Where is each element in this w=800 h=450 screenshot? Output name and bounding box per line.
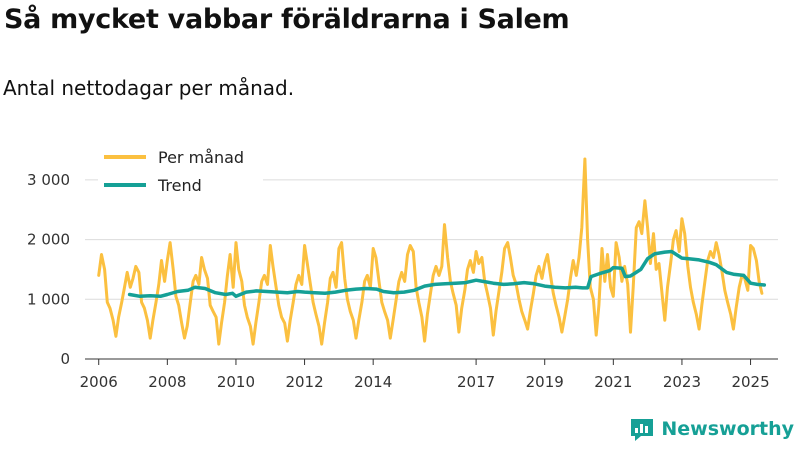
x-tick-label: 2006 <box>80 373 118 391</box>
x-tick-label: 2019 <box>526 373 564 391</box>
y-tick-label: 3 000 <box>27 171 70 189</box>
x-tick-label: 2025 <box>731 373 769 391</box>
legend-label: Trend <box>157 176 202 195</box>
x-axis: 2006 2008 2010 2012 2014 2017 2019 2021 2023 2025 <box>80 358 778 391</box>
series-line <box>127 249 767 299</box>
legend: Per månad Trend <box>98 145 263 197</box>
x-tick-label: 2017 <box>457 373 495 391</box>
y-tick-label: 0 <box>60 350 70 368</box>
chart-subtitle: Antal nettodagar per månad. <box>3 76 295 100</box>
x-tick-label: 2023 <box>663 373 701 391</box>
brand-name: Newsworthy <box>661 418 794 440</box>
y-tick-label: 2 000 <box>27 231 70 249</box>
x-tick-label: 2014 <box>354 373 392 391</box>
x-tick-label: 2010 <box>217 373 255 391</box>
y-axis-ticks: 0 1 000 2 000 3 000 <box>27 171 70 368</box>
legend-label: Per månad <box>158 148 244 167</box>
legend-background <box>98 145 263 197</box>
newsworthy-logo: Newsworthy <box>629 416 794 442</box>
series-line <box>97 157 764 346</box>
x-tick-label: 2008 <box>148 373 186 391</box>
x-tick-label: 2021 <box>594 373 632 391</box>
newsworthy-logo-icon <box>631 419 654 441</box>
chart-title: Så mycket vabbar föräldrarna i Salem <box>4 4 570 35</box>
chart-lines <box>97 157 767 346</box>
y-tick-label: 1 000 <box>27 290 70 308</box>
x-tick-label: 2012 <box>285 373 323 391</box>
